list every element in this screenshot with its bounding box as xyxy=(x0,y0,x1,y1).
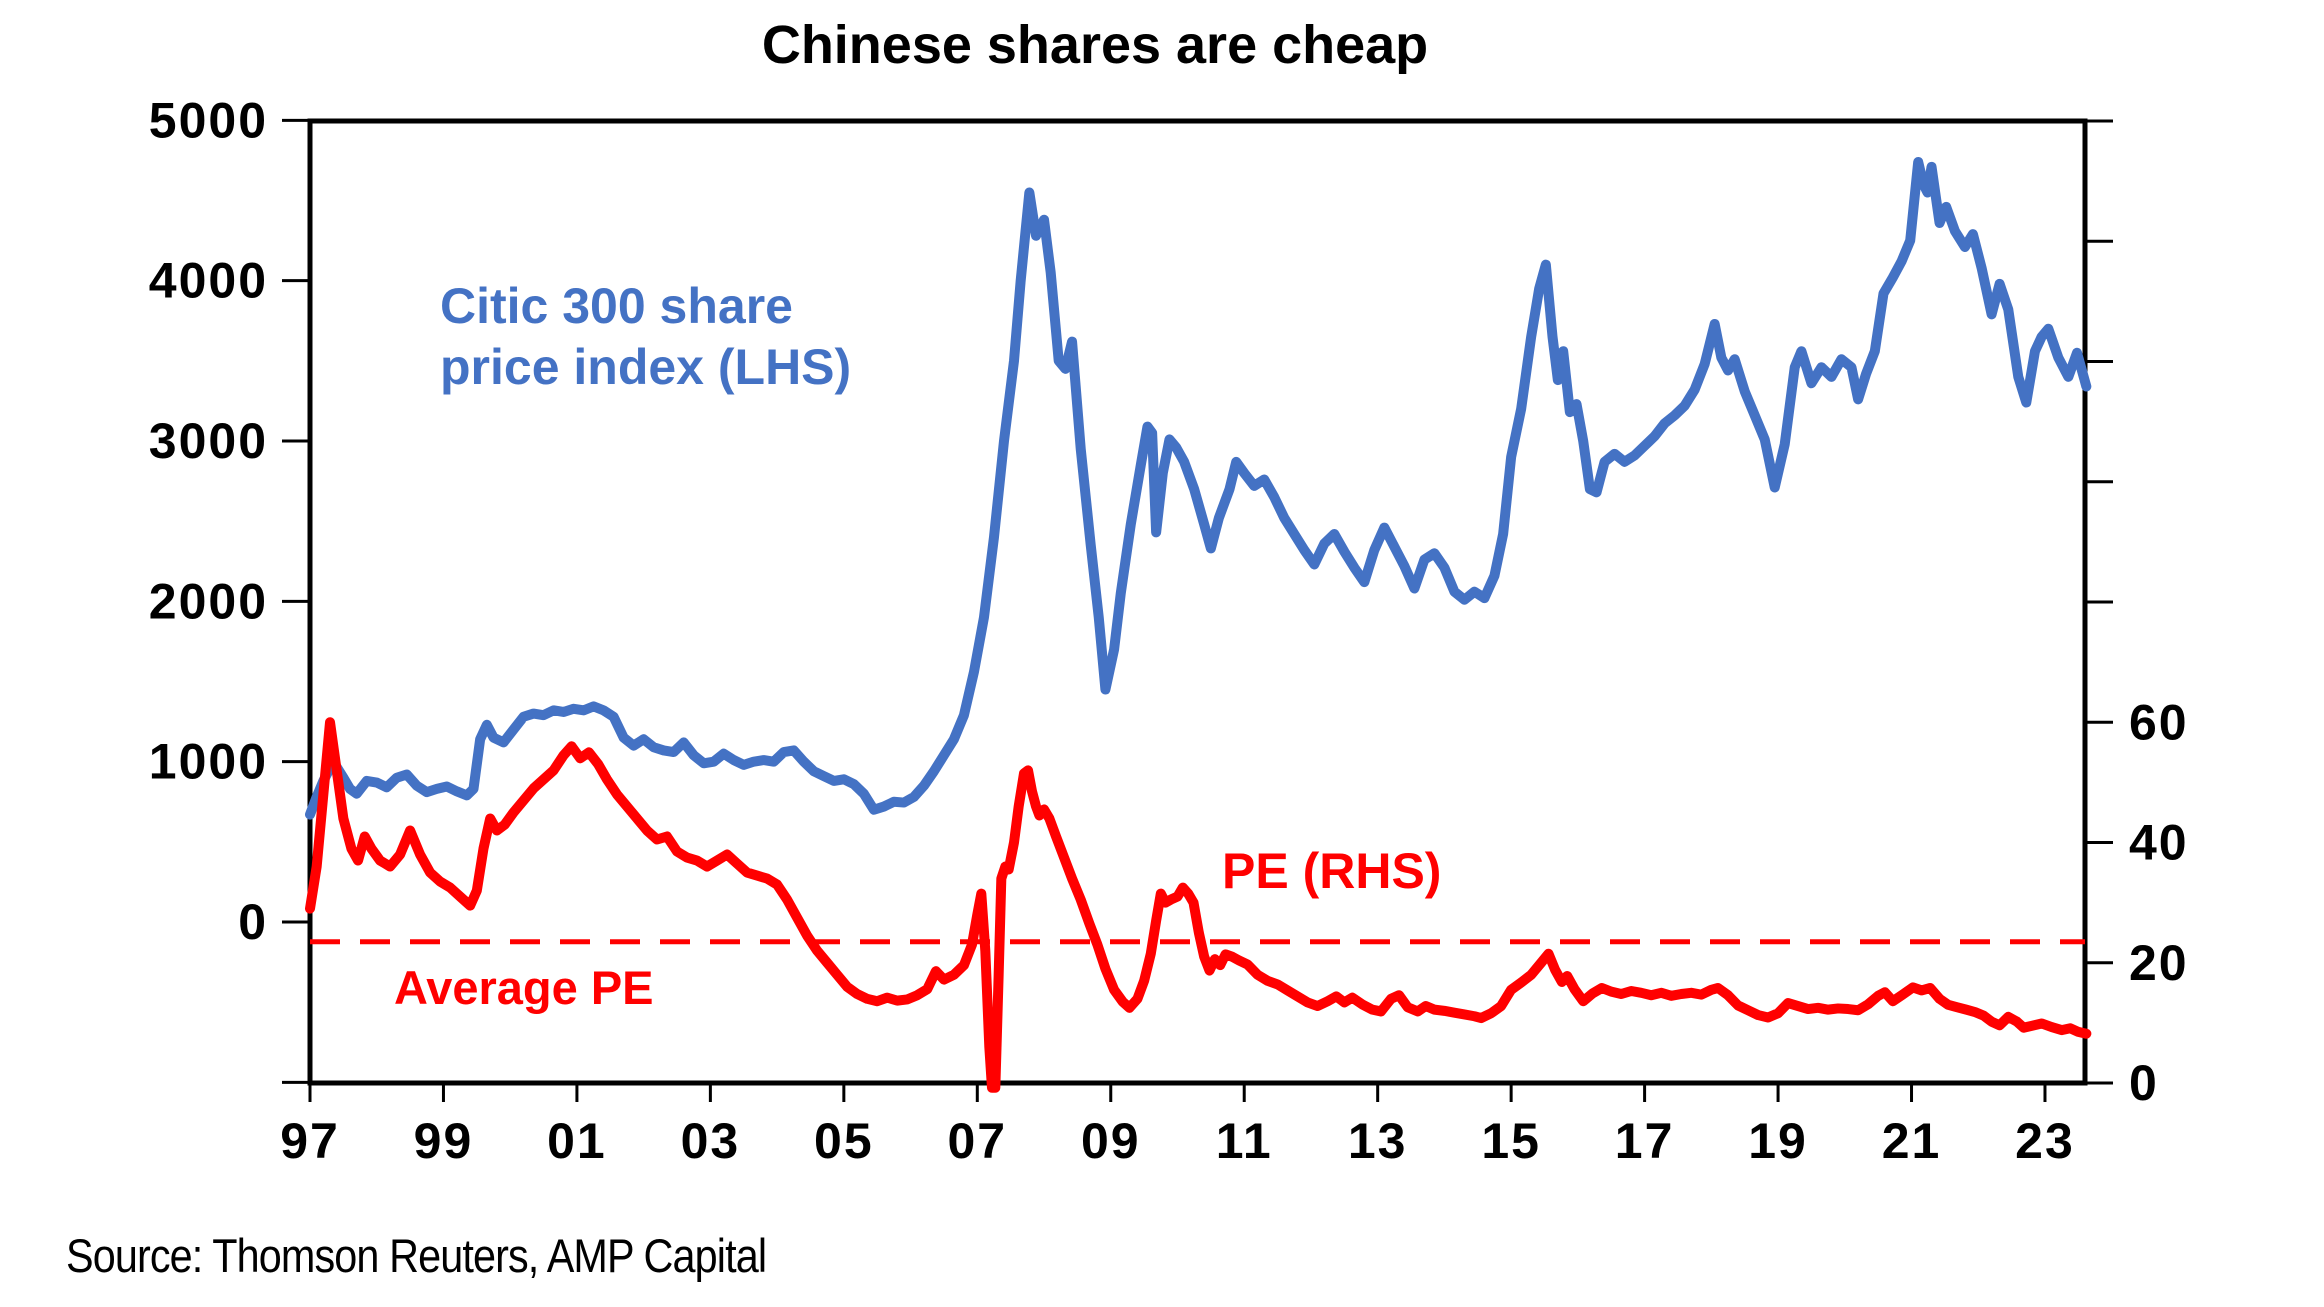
x-axis-tick-label: 17 xyxy=(1615,1113,1675,1169)
right-axis-tick-label: 60 xyxy=(2129,694,2189,750)
price-series-line xyxy=(305,157,2092,820)
x-axis-tick-label: 05 xyxy=(814,1113,874,1169)
chart-title: Chinese shares are cheap xyxy=(761,15,1429,75)
x-axis-tick-label: 07 xyxy=(947,1113,1007,1169)
price-series-label-line1: Citic 300 share xyxy=(440,278,793,334)
x-axis-tick-label: 01 xyxy=(547,1113,607,1169)
x-axis-tick-label: 09 xyxy=(1081,1113,1141,1169)
right-axis-tick-label: 40 xyxy=(2129,815,2189,871)
right-axis-tick-label: 0 xyxy=(2129,1055,2159,1111)
price-series-label-line2: price index (LHS) xyxy=(440,339,852,395)
left-axis-tick-label: 5000 xyxy=(149,92,268,148)
price-series-label: Citic 300 share price index (LHS) xyxy=(440,276,851,398)
average-pe-label: Average PE xyxy=(394,961,654,1014)
x-axis-tick-label: 21 xyxy=(1882,1113,1942,1169)
source-note: Source: Thomson Reuters, AMP Capital xyxy=(66,1229,767,1282)
left-axis-tick-label: 3000 xyxy=(149,413,268,469)
left-axis-tick-label: 0 xyxy=(238,894,268,950)
x-axis-tick-label: 03 xyxy=(681,1113,741,1169)
x-axis-tick-label: 13 xyxy=(1348,1113,1408,1169)
pe-series-label: PE (RHS) xyxy=(1222,843,1442,899)
x-axis-tick-label: 99 xyxy=(414,1113,474,1169)
x-axis-tick-label: 97 xyxy=(280,1113,340,1169)
x-axis-tick-label: 23 xyxy=(2015,1113,2075,1169)
x-axis-tick-label: 11 xyxy=(1216,1113,1273,1169)
x-axis-tick-label: 15 xyxy=(1481,1113,1541,1169)
left-axis-tick-label: 1000 xyxy=(149,734,268,790)
left-axis-tick-label: 4000 xyxy=(149,253,268,309)
pe-series-line xyxy=(305,717,2092,1093)
x-axis-tick-label: 19 xyxy=(1748,1113,1808,1169)
right-axis-tick-label: 20 xyxy=(2129,935,2189,991)
left-axis-tick-label: 2000 xyxy=(149,573,268,629)
